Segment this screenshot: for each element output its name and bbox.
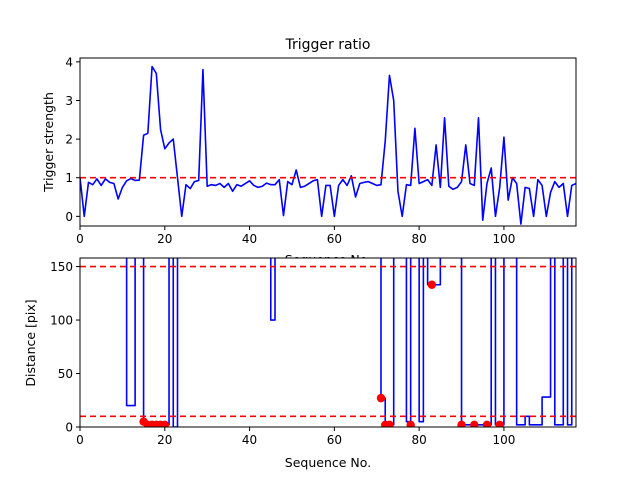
top-y-tick-label: 4	[65, 55, 73, 69]
top-x-tick-label: 60	[327, 232, 342, 246]
top-y-tick-label: 0	[65, 210, 73, 224]
bottom-outlier-marker	[495, 420, 504, 427]
bottom-outlier-marker	[406, 420, 415, 427]
bottom-outlier-marker	[427, 280, 437, 289]
top-x-tick-label: 40	[242, 232, 257, 246]
bottom-axes-frame	[79, 257, 577, 428]
bottom-x-tick-label: 0	[76, 433, 84, 447]
bottom-outlier-marker	[470, 420, 479, 427]
bottom-x-tick-label: 100	[492, 433, 515, 447]
bottom-x-tick-label: 40	[242, 433, 257, 447]
bottom-x-axis-label: Sequence No.	[285, 455, 371, 470]
top-y-tick-label: 3	[65, 94, 73, 108]
top-x-tick-label: 20	[157, 232, 172, 246]
top-y-axis-label: Trigger strength	[41, 92, 56, 193]
bottom-y-tick-label: 100	[50, 314, 73, 328]
bottom-y-tick-label: 150	[50, 260, 73, 274]
bottom-outlier-marker	[160, 420, 169, 427]
distance-axes: 0 20 40 60 80 100 0 50 100 150 Distance [pix] Seq…	[23, 257, 577, 470]
top-y-tick-label: 1	[65, 171, 73, 185]
top-x-tick-label: 0	[76, 232, 84, 246]
bottom-x-tick-label: 20	[157, 433, 172, 447]
bottom-outlier-marker	[385, 420, 394, 427]
top-data-line	[80, 65, 576, 225]
bottom-outlier-marker	[457, 420, 466, 427]
trigger-ratio-axes: Trigger ratio 0 20 40 60 80 100 0 1 2 3 4 Trigger …	[41, 37, 577, 267]
top-x-tick-label: 100	[492, 232, 515, 246]
bottom-x-tick-label: 80	[412, 433, 427, 447]
top-x-tick-label: 80	[412, 232, 427, 246]
top-axes-frame	[79, 57, 577, 227]
bottom-outlier-marker	[376, 393, 386, 403]
bottom-y-tick-label: 50	[58, 367, 73, 381]
bottom-y-tick-label: 0	[65, 421, 73, 435]
top-y-tick-label: 2	[65, 133, 73, 147]
bottom-axes-background	[80, 258, 576, 427]
bottom-x-tick-label: 60	[327, 433, 342, 447]
bottom-outlier-marker	[482, 420, 492, 427]
chart-title: Trigger ratio	[284, 37, 370, 53]
bottom-y-axis-label: Distance [pix]	[23, 299, 38, 386]
